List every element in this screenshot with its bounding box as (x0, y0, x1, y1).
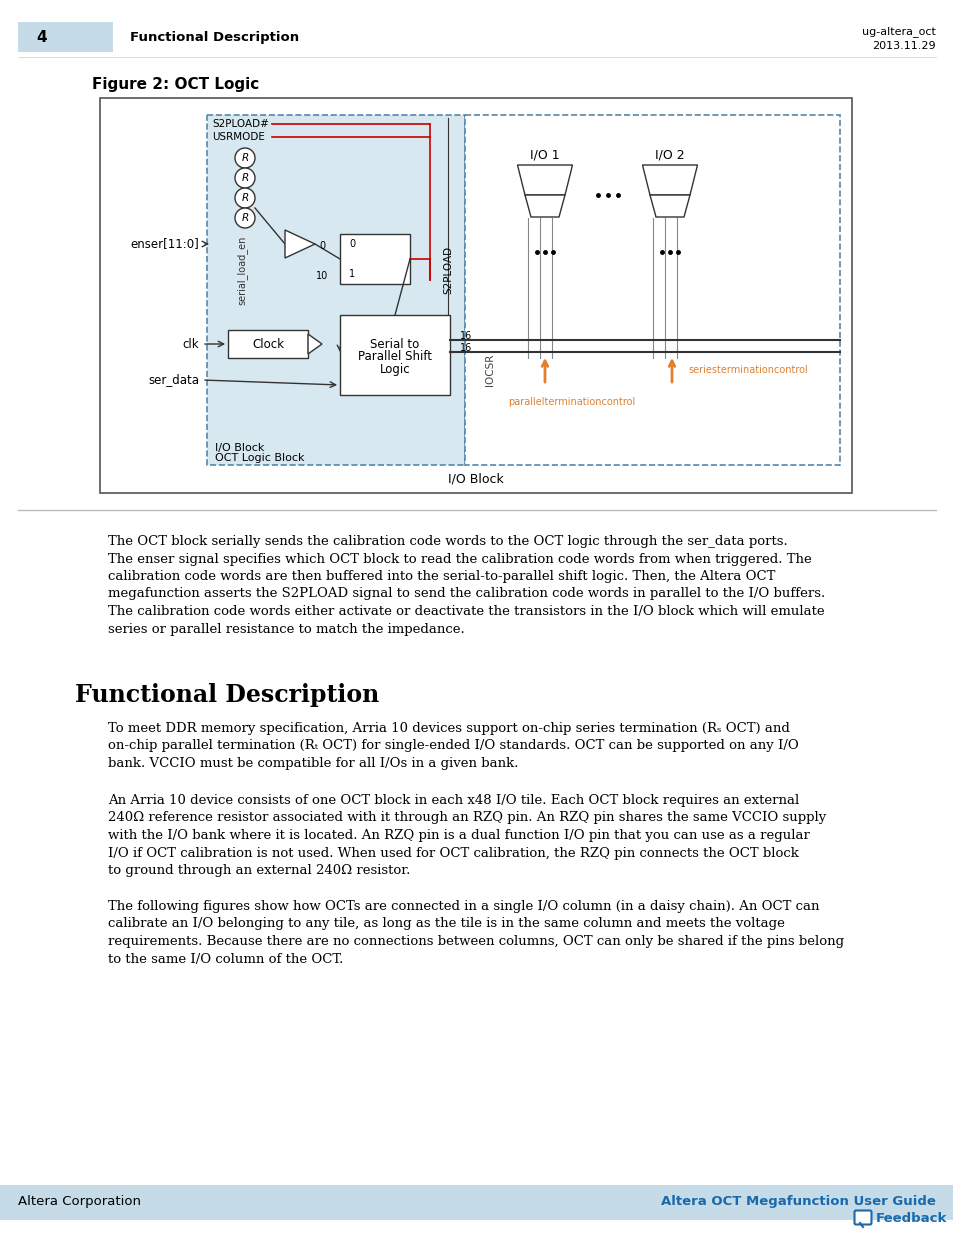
Polygon shape (285, 230, 314, 258)
Text: enser[11:0]: enser[11:0] (131, 237, 199, 251)
Text: IOCSR: IOCSR (484, 353, 495, 387)
Bar (100, 98, 851, 493)
Text: on-chip parallel termination (Rₜ OCT) for single-ended I/O standards. OCT can be: on-chip parallel termination (Rₜ OCT) fo… (108, 740, 798, 752)
Polygon shape (517, 165, 572, 195)
FancyBboxPatch shape (854, 1210, 871, 1224)
Bar (464, 115, 840, 466)
Text: Figure 2: OCT Logic: Figure 2: OCT Logic (91, 77, 259, 91)
Text: 1: 1 (349, 269, 355, 279)
Text: Serial to: Serial to (370, 338, 419, 352)
Text: The following figures show how OCTs are connected in a single I/O column (in a d: The following figures show how OCTs are … (108, 900, 819, 913)
Text: R: R (241, 193, 249, 203)
Text: to ground through an external 240Ω resistor.: to ground through an external 240Ω resis… (108, 864, 410, 877)
Text: 0: 0 (318, 241, 325, 251)
Text: To meet DDR memory specification, Arria 10 devices support on-chip series termin: To meet DDR memory specification, Arria … (108, 722, 789, 735)
Text: I/O Block: I/O Block (214, 443, 264, 453)
Text: parallelterminationcontrol: parallelterminationcontrol (507, 396, 635, 408)
Text: calibrate an I/O belonging to any tile, as long as the tile is in the same colum: calibrate an I/O belonging to any tile, … (108, 918, 784, 930)
Polygon shape (308, 333, 322, 354)
Text: R: R (241, 173, 249, 183)
Bar (0, 1186, 953, 1220)
Circle shape (234, 188, 254, 207)
Text: 240Ω reference resistor associated with it through an RZQ pin. An RZQ pin shares: 240Ω reference resistor associated with … (108, 811, 825, 825)
FancyBboxPatch shape (18, 22, 112, 52)
Text: OCT Logic Block: OCT Logic Block (214, 453, 304, 463)
Text: 2013.11.29: 2013.11.29 (871, 41, 935, 51)
Text: R: R (241, 153, 249, 163)
Text: R: R (241, 212, 249, 224)
Text: series or parallel resistance to match the impedance.: series or parallel resistance to match t… (108, 622, 464, 636)
Polygon shape (524, 195, 564, 217)
Text: S2PLOAD: S2PLOAD (442, 246, 453, 294)
Text: Parallel Shift: Parallel Shift (357, 351, 432, 363)
Text: ser_data: ser_data (148, 373, 199, 387)
Text: with the I/O bank where it is located. An RZQ pin is a dual function I/O pin tha: with the I/O bank where it is located. A… (108, 829, 809, 842)
Text: Altera Corporation: Altera Corporation (18, 1195, 141, 1209)
Text: 16: 16 (459, 343, 472, 353)
Circle shape (234, 148, 254, 168)
Text: The enser signal specifies which OCT block to read the calibration code words fr: The enser signal specifies which OCT blo… (108, 552, 811, 566)
Text: Functional Description: Functional Description (130, 32, 299, 44)
Text: An Arria 10 device consists of one OCT block in each x48 I/O tile. Each OCT bloc: An Arria 10 device consists of one OCT b… (108, 794, 799, 806)
Polygon shape (641, 165, 697, 195)
Text: requirements. Because there are no connections between columns, OCT can only be : requirements. Because there are no conne… (108, 935, 843, 948)
Text: 16: 16 (459, 331, 472, 341)
Text: calibration code words are then buffered into the serial-to-parallel shift logic: calibration code words are then buffered… (108, 571, 775, 583)
Text: 10: 10 (315, 270, 328, 282)
Bar (207, 115, 464, 466)
Text: The calibration code words either activate or deactivate the transistors in the : The calibration code words either activa… (108, 605, 823, 618)
Text: I/O Block: I/O Block (448, 473, 503, 485)
Text: Logic: Logic (379, 363, 410, 375)
Text: seriesterminationcontrol: seriesterminationcontrol (687, 366, 807, 375)
Text: USRMODE: USRMODE (212, 132, 265, 142)
Text: The OCT block serially sends the calibration code words to the OCT logic through: The OCT block serially sends the calibra… (108, 535, 787, 548)
Text: Feedback: Feedback (875, 1212, 946, 1224)
Bar (339, 233, 410, 284)
Text: 4: 4 (36, 31, 48, 46)
Text: Clock: Clock (252, 337, 284, 351)
Circle shape (234, 207, 254, 228)
Text: S2PLOAD#: S2PLOAD# (212, 119, 269, 128)
Polygon shape (649, 195, 689, 217)
Text: to the same I/O column of the OCT.: to the same I/O column of the OCT. (108, 952, 343, 966)
Text: Altera OCT Megafunction User Guide: Altera OCT Megafunction User Guide (660, 1195, 935, 1209)
Bar (339, 315, 450, 395)
Circle shape (234, 168, 254, 188)
Text: megafunction asserts the S2PLOAD signal to send the calibration code words in pa: megafunction asserts the S2PLOAD signal … (108, 588, 824, 600)
Bar (228, 330, 308, 358)
Text: I/O 2: I/O 2 (655, 148, 684, 162)
Text: bank. VCCIO must be compatible for all I/Os in a given bank.: bank. VCCIO must be compatible for all I… (108, 757, 518, 769)
Text: I/O 1: I/O 1 (530, 148, 559, 162)
Text: ug-altera_oct: ug-altera_oct (862, 26, 935, 37)
Text: Functional Description: Functional Description (75, 683, 379, 706)
Text: I/O if OCT calibration is not used. When used for OCT calibration, the RZQ pin c: I/O if OCT calibration is not used. When… (108, 846, 798, 860)
Text: 0: 0 (349, 240, 355, 249)
Text: clk: clk (182, 337, 199, 351)
Text: serial_load_en: serial_load_en (236, 236, 247, 305)
